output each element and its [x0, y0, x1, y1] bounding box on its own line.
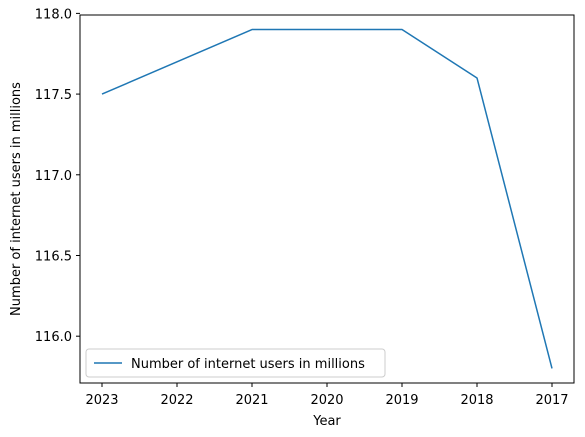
- x-axis-label: Year: [312, 414, 341, 429]
- y-tick-label: 116.0: [35, 330, 72, 345]
- x-tick-label: 2020: [310, 393, 343, 408]
- plot-area: [79, 14, 575, 384]
- x-tick-label: 2018: [460, 393, 493, 408]
- x-tick-label: 2019: [385, 393, 418, 408]
- x-tick-label: 2022: [160, 393, 193, 408]
- y-axis-label: Number of internet users in millions: [9, 82, 24, 316]
- legend: Number of internet users in millions: [85, 348, 386, 378]
- x-tick-label: 2017: [535, 393, 568, 408]
- legend-box: [85, 348, 386, 378]
- x-tick-label: 2023: [85, 393, 118, 408]
- x-tick-label: 2021: [235, 393, 268, 408]
- y-tick-label: 116.5: [35, 249, 72, 264]
- y-tick-label: 118.0: [35, 7, 72, 22]
- legend-label: Number of internet users in millions: [131, 357, 365, 372]
- x-axis: 2023 2022 2021 2020 2019 2018 2017: [85, 383, 569, 408]
- y-tick-label: 117.5: [35, 88, 72, 103]
- series-layer: [101, 28, 553, 369]
- y-axis: 116.0 116.5 117.0 117.5 118.0: [35, 7, 80, 345]
- y-tick-label: 117.0: [35, 169, 72, 184]
